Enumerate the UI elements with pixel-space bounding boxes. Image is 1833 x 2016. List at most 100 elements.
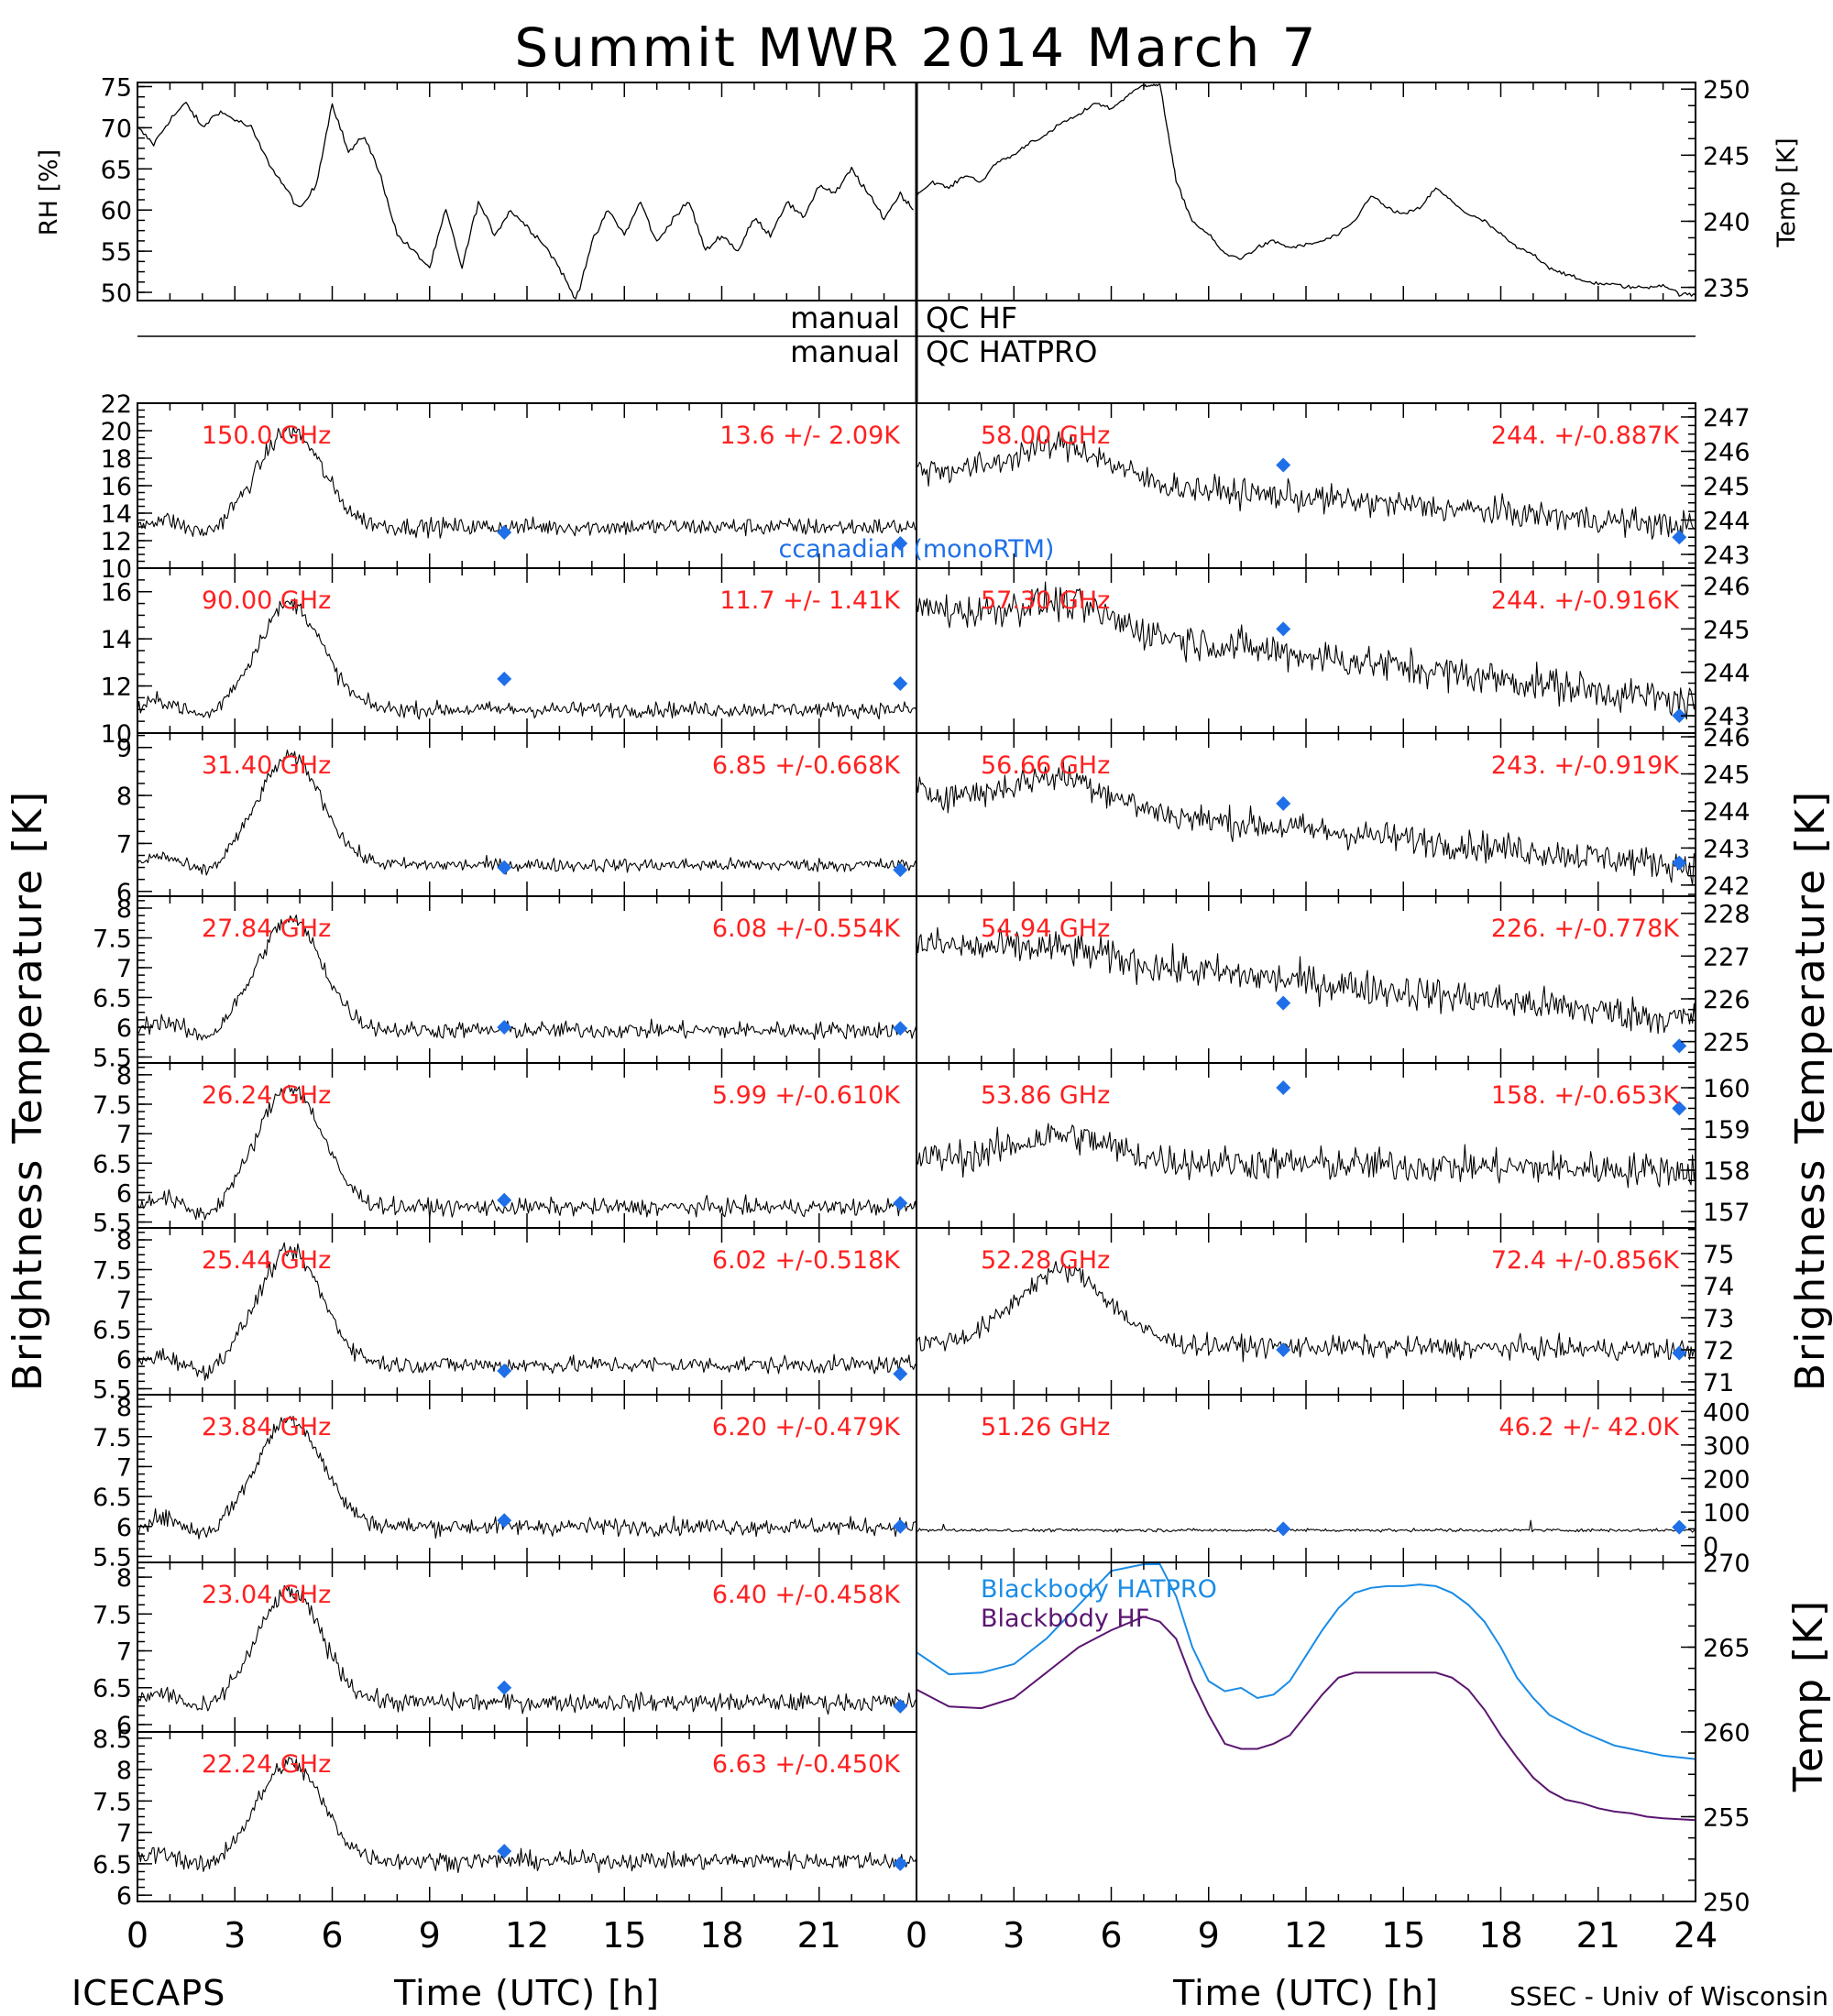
left-channel-1-model-marker xyxy=(893,676,908,691)
left-channel-8-trace xyxy=(137,1757,917,1874)
left-channel-0-freq-label: 150.0 GHz xyxy=(202,422,331,450)
qc-hatpro-left-label: manual xyxy=(790,334,900,369)
left-channel-8-model-marker xyxy=(893,1856,908,1871)
right-channel-6-trace xyxy=(916,1519,1696,1533)
model-legend: ccanadian (monoRTM) xyxy=(779,535,1055,564)
trace-layer xyxy=(137,83,1696,1874)
qc-hatpro-right-label: QC HATPRO xyxy=(926,334,1097,369)
left-channel-7-freq-label: 23.04 GHz xyxy=(202,1581,331,1609)
left-channel-0-model-marker xyxy=(497,525,512,540)
left-channel-1-ytick-label: 12 xyxy=(101,674,132,702)
right-channel-1-ytick-label: 245 xyxy=(1703,616,1751,644)
right-x-tick-label: 9 xyxy=(1198,1915,1220,1956)
left-channel-0-ytick-label: 18 xyxy=(101,445,132,474)
x-axis-label-left: Time (UTC) [h] xyxy=(393,1973,660,2013)
right-channel-0-model-marker xyxy=(1276,457,1291,473)
right-channel-5-ytick-label: 75 xyxy=(1703,1241,1734,1269)
right-channel-4-ytick-label: 159 xyxy=(1703,1116,1751,1145)
right-channel-2-model-marker xyxy=(1672,855,1687,871)
blackbody-ytick-label: 250 xyxy=(1703,1889,1751,1917)
left-channel-1-ytick-label: 16 xyxy=(101,579,132,608)
left-channel-2-stat-label: 6.85 +/-0.668K xyxy=(712,751,901,780)
rh-panel-frame xyxy=(137,82,917,301)
left-channel-6-model-marker xyxy=(893,1518,908,1534)
left-channel-4-model-marker xyxy=(497,1192,512,1208)
qc-hf-left-label: manual xyxy=(790,301,900,335)
bb-temp-axis-label: Temp [K] xyxy=(1785,1599,1832,1792)
right-channel-1-ytick-label: 246 xyxy=(1703,573,1751,601)
left-channel-5-trace xyxy=(137,1242,917,1381)
left-channel-4-freq-label: 26.24 GHz xyxy=(202,1081,331,1110)
left-channel-4-ytick-label: 8 xyxy=(116,1062,132,1090)
right-x-tick-label: 18 xyxy=(1478,1915,1522,1956)
right-channel-1-trace xyxy=(916,581,1696,720)
left-channel-0-ytick-label: 12 xyxy=(101,528,132,556)
left-channel-4-trace xyxy=(137,1084,917,1221)
left-channel-3-ytick-label: 6.5 xyxy=(93,985,132,1013)
right-channel-6-freq-label: 51.26 GHz xyxy=(981,1413,1110,1441)
left-channel-2-model-marker xyxy=(497,860,512,875)
right-channel-6-ytick-label: 400 xyxy=(1703,1398,1751,1427)
left-channel-5-ytick-label: 7 xyxy=(116,1287,132,1315)
left-channel-6-ytick-label: 6 xyxy=(116,1514,132,1542)
right-channel-1-ytick-label: 243 xyxy=(1703,703,1751,731)
tb-left-axis-label: Brightness Temperature [K] xyxy=(5,790,51,1391)
left-channel-8-ytick-label: 8 xyxy=(116,1757,132,1785)
left-channel-2-ytick-label: 9 xyxy=(116,735,132,763)
right-channel-5-stat-label: 72.4 +/-0.856K xyxy=(1491,1246,1680,1275)
right-channel-1-freq-label: 57.30 GHz xyxy=(981,586,1110,615)
left-channel-3-ytick-label: 8 xyxy=(116,895,132,924)
right-channel-5-ytick-label: 74 xyxy=(1703,1273,1734,1301)
left-channel-2-model-marker xyxy=(893,862,908,878)
rh-ytick-label: 70 xyxy=(101,115,132,143)
temp-ytick-label: 235 xyxy=(1703,275,1751,303)
right-channel-3-trace xyxy=(916,926,1696,1035)
right-channel-4-ytick-label: 157 xyxy=(1703,1199,1751,1227)
right-channel-0-trace xyxy=(916,431,1696,542)
left-channel-7-ytick-label: 6 xyxy=(116,1712,132,1740)
left-channel-8-ytick-label: 6 xyxy=(116,1882,132,1911)
right-channel-2-ytick-label: 243 xyxy=(1703,835,1751,863)
right-channel-0-ytick-label: 244 xyxy=(1703,508,1751,536)
left-channel-5-ytick-label: 8 xyxy=(116,1227,132,1255)
temp-ytick-label: 240 xyxy=(1703,208,1751,236)
left-channel-6-ytick-label: 6.5 xyxy=(93,1484,132,1512)
right-channel-2-model-marker xyxy=(1276,795,1291,811)
left-channel-4-model-marker xyxy=(893,1196,908,1211)
right-channel-4-stat-label: 158. +/-0.653K xyxy=(1491,1081,1680,1110)
right-channel-6-ytick-label: 0 xyxy=(1703,1533,1718,1561)
right-channel-5-ytick-label: 71 xyxy=(1703,1369,1734,1397)
right-channel-1-ytick-label: 244 xyxy=(1703,660,1751,688)
left-channel-8-ytick-label: 7.5 xyxy=(93,1788,132,1816)
left-channel-3-model-marker xyxy=(893,1021,908,1036)
right-channel-4-model-marker xyxy=(1672,1101,1687,1116)
left-channel-4-stat-label: 5.99 +/-0.610K xyxy=(712,1081,901,1110)
rh-ytick-label: 60 xyxy=(101,197,132,225)
bb-hf-legend: Blackbody HF xyxy=(981,1605,1149,1633)
left-channel-7-model-marker xyxy=(893,1698,908,1714)
left-channel-2-freq-label: 31.40 GHz xyxy=(202,751,331,780)
right-x-tick-label: 6 xyxy=(1100,1915,1122,1956)
right-channel-5-freq-label: 52.28 GHz xyxy=(981,1246,1110,1275)
right-channel-3-model-marker xyxy=(1672,1038,1687,1054)
rh-axis-label: RH [%] xyxy=(35,149,63,236)
left-channel-3-freq-label: 27.84 GHz xyxy=(202,915,331,943)
left-channel-2-ytick-label: 7 xyxy=(116,830,132,859)
left-channel-5-ytick-label: 6.5 xyxy=(93,1317,132,1345)
left-channel-0-ytick-label: 10 xyxy=(101,555,132,584)
rh-trace xyxy=(137,102,914,300)
left-channel-6-model-marker xyxy=(497,1513,512,1528)
bb-hf-line xyxy=(916,1616,1696,1822)
blackbody-ytick-label: 270 xyxy=(1703,1550,1751,1578)
right-x-tick-label: 24 xyxy=(1674,1915,1718,1956)
left-channel-0-trace xyxy=(137,426,917,539)
left-channel-6-freq-label: 23.84 GHz xyxy=(202,1413,331,1441)
left-channel-0-ytick-label: 14 xyxy=(101,500,132,529)
right-x-tick-label: 15 xyxy=(1381,1915,1425,1956)
right-channel-0-ytick-label: 243 xyxy=(1703,542,1751,570)
right-channel-4-ytick-label: 160 xyxy=(1703,1075,1751,1103)
left-channel-6-trace xyxy=(137,1415,917,1539)
right-channel-6-stat-label: 46.2 +/- 42.0K xyxy=(1498,1413,1680,1441)
left-channel-6-ytick-label: 5.5 xyxy=(93,1543,132,1572)
